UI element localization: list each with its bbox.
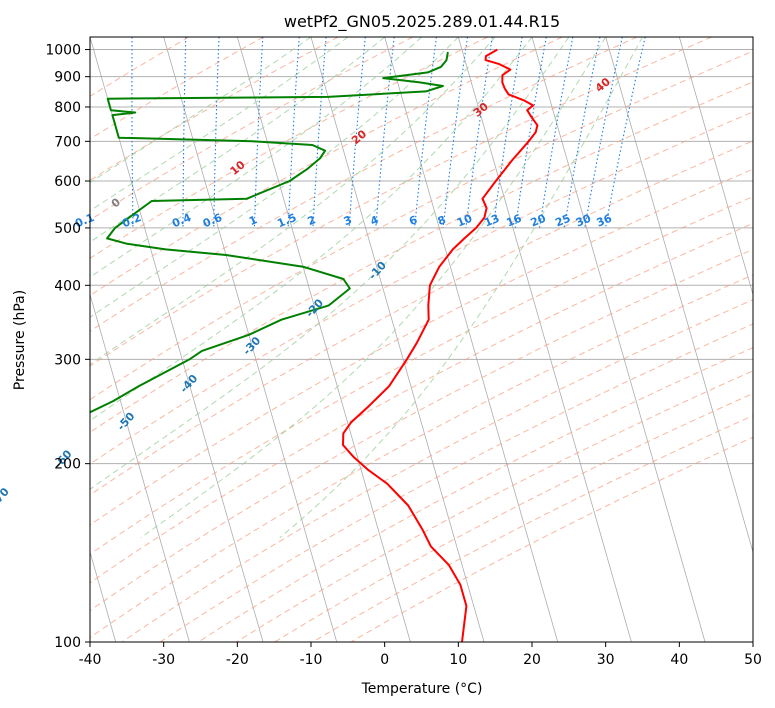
- dry-adiabat-line: [90, 140, 753, 496]
- y-tick-label: 300: [54, 352, 81, 368]
- y-tick-label: 900: [54, 70, 81, 86]
- moist-adiabat-line: [90, 37, 496, 366]
- chart-title: wetPf2_GN05.2025.289.01.44.R15: [284, 12, 560, 32]
- moist-adiabat-line: [90, 37, 422, 278]
- isotherm-line: [605, 37, 753, 554]
- x-tick-label: 20: [523, 652, 541, 668]
- moist-adiabat-line: [90, 37, 312, 184]
- x-tick-label: -40: [79, 652, 102, 668]
- y-tick-label: 600: [54, 174, 81, 190]
- mixing-ratio-label: 30: [574, 212, 593, 230]
- mixing-ratio-line: [375, 37, 395, 228]
- isotherm-line: [457, 37, 632, 642]
- x-tick-label: -30: [152, 652, 175, 668]
- moist-adiabat-line: [90, 37, 533, 422]
- mixing-ratio-label: 2: [306, 213, 318, 228]
- dry-adiabat-line: [90, 37, 712, 367]
- mixing-ratio-label: 25: [553, 212, 572, 230]
- axis-ticks: -40 -30 -20 -10 0 10 20 30 40 50 100 200 300 400 500 60…: [45, 43, 762, 668]
- y-axis-label: Pressure (hPa): [12, 290, 28, 390]
- y-tick-label: 1000: [45, 43, 81, 59]
- y-tick-label: 800: [54, 100, 81, 116]
- x-axis-label: Temperature (°C): [361, 681, 483, 697]
- plot-frame: [89, 36, 754, 643]
- dry-adiabat-line: [90, 222, 753, 584]
- x-tick-label: 50: [744, 652, 762, 668]
- isotherm-line: [384, 37, 559, 642]
- mixing-ratio-line: [465, 37, 493, 228]
- dry-adiabat-line: [90, 111, 753, 465]
- mixing-ratio-label: 36: [595, 212, 614, 230]
- dewpoint-profile-line: [90, 51, 449, 414]
- moist-adiabat-line: [90, 37, 386, 243]
- dry-adiabat-line: [90, 248, 753, 612]
- dry-adiabat-line: [350, 436, 753, 642]
- plot-area: [90, 37, 753, 642]
- mixing-ratio-label: 3: [342, 213, 354, 228]
- mixing-ratio-line: [492, 37, 523, 228]
- y-tick-label: 200: [54, 457, 81, 473]
- dry-adiabat-line: [121, 299, 753, 642]
- y-tick-label: 100: [54, 635, 81, 651]
- mixing-ratio-label: 16: [504, 212, 523, 230]
- mixing-ratio-line: [442, 37, 469, 228]
- x-tick-label: 40: [670, 652, 688, 668]
- x-tick-label: -10: [300, 652, 323, 668]
- moist-adiabat-line: [140, 37, 607, 539]
- isotherm-line: [163, 37, 338, 642]
- x-tick-label: -20: [226, 652, 249, 668]
- dry-adiabat-line: [274, 392, 753, 642]
- dry-adiabat-line: [90, 37, 414, 221]
- moist-adiabat-line: [279, 37, 643, 539]
- dry-adiabat-line: [312, 415, 753, 642]
- mixing-ratio-line: [348, 37, 366, 228]
- temperature-profile-line: [342, 48, 539, 642]
- dry-adiabat-line: [90, 274, 753, 639]
- dry-adiabat-line: [90, 50, 753, 401]
- x-tick-label: 30: [597, 652, 615, 668]
- dry-adiabat-line: [236, 370, 753, 642]
- mixing-ratio-line: [604, 37, 646, 229]
- isotherm-line: [90, 293, 190, 642]
- isotherm-line: [531, 37, 706, 642]
- x-tick-label: 0: [380, 652, 389, 668]
- isotherm-line: [678, 37, 753, 296]
- mixing-ratio-line: [414, 37, 437, 228]
- y-tick-label: 700: [54, 134, 81, 150]
- mixing-ratio-label: 8: [436, 213, 448, 228]
- y-tick-label: 400: [54, 278, 81, 294]
- dry-adiabat-line: [90, 195, 753, 555]
- mixing-ratio-line: [563, 37, 601, 228]
- mixing-ratio-label: 20: [529, 212, 548, 230]
- mixing-ratio-label: 1: [247, 213, 259, 228]
- dry-adiabat-line: [159, 323, 753, 642]
- dry-adiabat-line: [198, 347, 753, 642]
- mixing-ratio-label: 10: [455, 212, 474, 230]
- x-tick-label: 10: [449, 652, 467, 668]
- mixing-ratio-label: 13: [482, 212, 501, 230]
- y-tick-label: 500: [54, 221, 81, 237]
- mixing-ratio-line: [584, 37, 623, 228]
- plot-content: [90, 37, 753, 642]
- isotherm-line: [236, 37, 411, 642]
- dry-adiabat-line: [90, 168, 753, 526]
- dry-adiabat-line: [90, 37, 638, 332]
